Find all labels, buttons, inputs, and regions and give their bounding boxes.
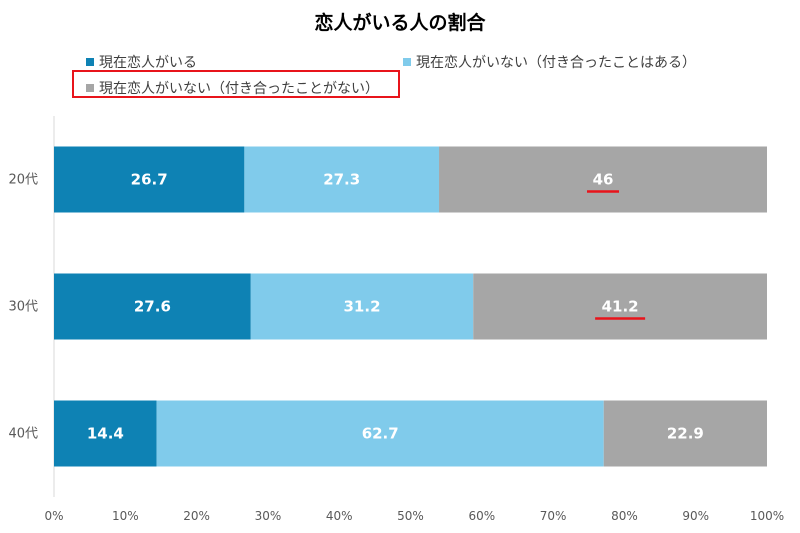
x-tick-label: 40% bbox=[326, 509, 353, 523]
legend-item-in-relationship: 現在恋人がいる bbox=[86, 52, 197, 72]
category-label: 40代 bbox=[8, 427, 38, 442]
category-label: 20代 bbox=[8, 173, 38, 188]
legend-swatch-in-relationship bbox=[86, 58, 94, 66]
bar-segment-never-dated bbox=[439, 146, 767, 213]
x-tick-label: 80% bbox=[611, 509, 638, 523]
x-tick-label: 20% bbox=[183, 509, 210, 523]
x-tick-label: 0% bbox=[44, 509, 63, 523]
x-tick-label: 90% bbox=[682, 509, 709, 523]
bar-segment-in-relationship bbox=[54, 146, 245, 213]
bar-segment-never-dated bbox=[473, 273, 767, 340]
data-label-in-relationship: 26.7 bbox=[131, 171, 168, 189]
legend-label-dated-before: 現在恋人がいない（付き合ったことはある） bbox=[416, 55, 696, 71]
data-label-dated-before: 31.2 bbox=[344, 298, 381, 316]
data-label-never-dated: 46 bbox=[593, 171, 614, 189]
category-label: 30代 bbox=[8, 300, 38, 315]
bar-segment-never-dated bbox=[603, 400, 767, 467]
bar-segment-dated-before bbox=[244, 146, 440, 213]
x-tick-label: 50% bbox=[397, 509, 424, 523]
legend-label-in-relationship: 現在恋人がいる bbox=[99, 55, 197, 71]
bar-segment-in-relationship bbox=[54, 273, 251, 340]
x-tick-label: 60% bbox=[468, 509, 495, 523]
x-tick-label: 30% bbox=[255, 509, 282, 523]
data-label-in-relationship: 27.6 bbox=[134, 298, 171, 316]
legend-label-never-dated: 現在恋人がいない（付き合ったことがない） bbox=[99, 81, 379, 97]
legend-swatch-dated-before bbox=[403, 58, 411, 66]
x-tick-label: 10% bbox=[112, 509, 139, 523]
x-tick-label: 100% bbox=[750, 509, 784, 523]
legend-item-never-dated: 現在恋人がいない（付き合ったことがない） bbox=[86, 78, 379, 98]
chart-title: 恋人がいる人の割合 bbox=[314, 12, 486, 34]
bar-segment-dated-before bbox=[156, 400, 604, 467]
data-label-dated-before: 27.3 bbox=[323, 171, 360, 189]
legend-swatch-never-dated bbox=[86, 84, 94, 92]
bar-segment-dated-before bbox=[250, 273, 474, 340]
data-label-in-relationship: 14.4 bbox=[87, 425, 124, 443]
legend-highlight-box bbox=[72, 70, 400, 98]
x-tick-label: 70% bbox=[540, 509, 567, 523]
data-label-never-dated: 41.2 bbox=[602, 298, 639, 316]
data-label-never-dated: 22.9 bbox=[667, 425, 704, 443]
data-label-dated-before: 62.7 bbox=[362, 425, 399, 443]
bar-segment-in-relationship bbox=[54, 400, 157, 467]
legend-item-dated-before: 現在恋人がいない（付き合ったことはある） bbox=[403, 52, 696, 72]
